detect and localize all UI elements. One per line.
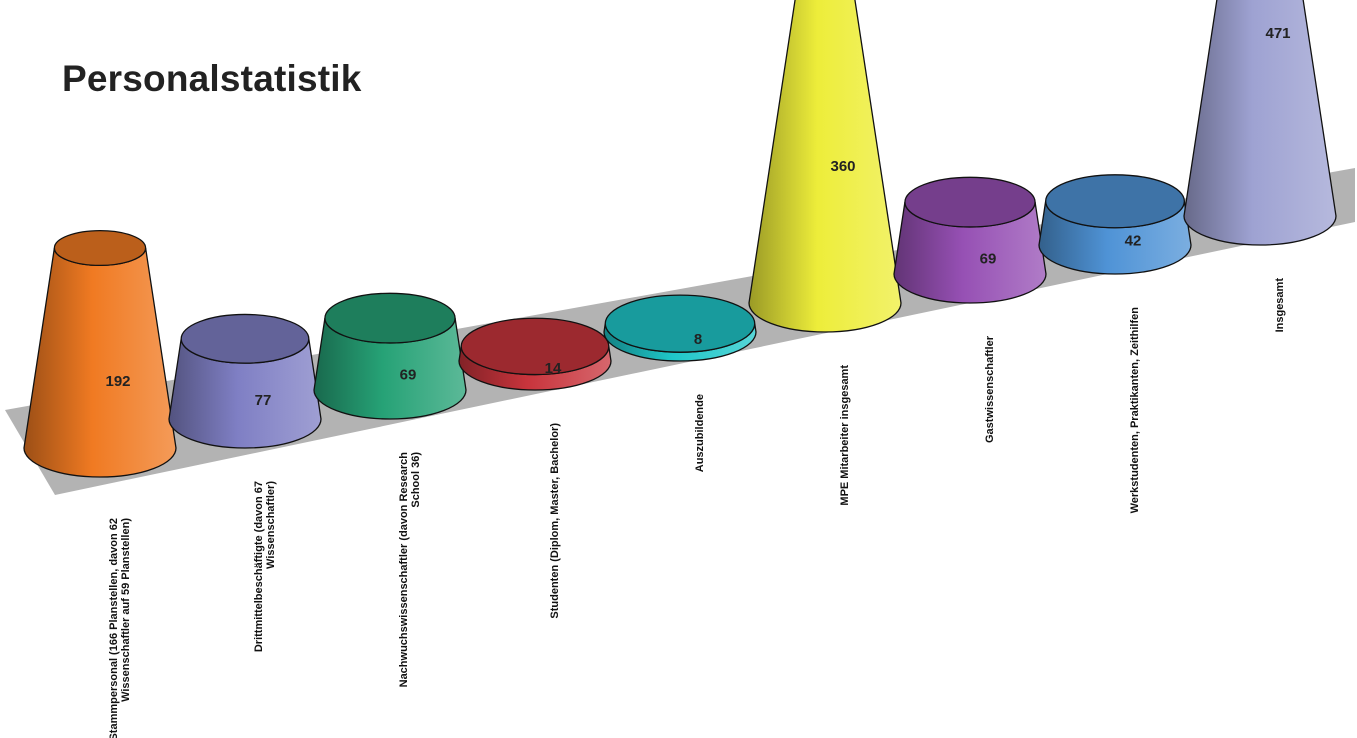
category-label: Gastwissenschaftler [984, 335, 996, 443]
category-label: Stammpersonal (166 Planstellen, davon 62… [108, 518, 132, 738]
category-labels: Stammpersonal (166 Planstellen, davon 62… [108, 278, 1286, 738]
cone-body [23, 247, 177, 478]
value-label: 360 [830, 158, 855, 175]
cone-top [604, 294, 756, 353]
cone-top [53, 229, 147, 267]
cone-5: 8 [603, 294, 757, 362]
value-label: 8 [694, 331, 702, 348]
cone-top [460, 317, 610, 376]
chart-title: Personalstatistik [62, 58, 362, 99]
cone-top [180, 313, 310, 364]
category-label: Studenten (Diplom, Master, Bachelor) [549, 423, 561, 619]
cone-4: 14 [458, 317, 612, 391]
value-label: 69 [980, 250, 997, 267]
category-label: Auszubildende [694, 394, 706, 472]
value-label: 42 [1125, 233, 1142, 250]
cone-6: 360 [748, 0, 902, 333]
category-label: Nachwuchswissenschaftler (davon Research… [398, 452, 422, 688]
category-label: Insgesamt [1274, 278, 1286, 333]
cone-7: 69 [893, 176, 1047, 304]
cone-body [1183, 0, 1337, 246]
cone-top [1045, 174, 1186, 229]
value-label: 192 [105, 373, 130, 390]
cone-body [748, 0, 902, 333]
cone-2: 77 [168, 313, 322, 449]
category-label: MPE Mitarbeiter insgesamt [839, 365, 851, 506]
value-label: 69 [400, 366, 417, 383]
value-label: 14 [545, 360, 562, 377]
cone-top [324, 292, 456, 344]
cone-8: 42 [1038, 174, 1192, 275]
category-label: Drittmittelbeschäftigte (davon 67Wissens… [253, 481, 277, 652]
cone-1: 192 [23, 229, 177, 478]
category-label: Werkstudenten, Praktikanten, Zeithilfen [1129, 307, 1141, 514]
value-label: 77 [255, 392, 272, 409]
cone-series: 192 77 69 14 8 360 69 42 471 [23, 0, 1337, 478]
cone-3: 69 [313, 292, 467, 420]
cone-9: 471 [1183, 0, 1337, 246]
value-label: 471 [1265, 25, 1290, 42]
cone-top [904, 176, 1036, 228]
